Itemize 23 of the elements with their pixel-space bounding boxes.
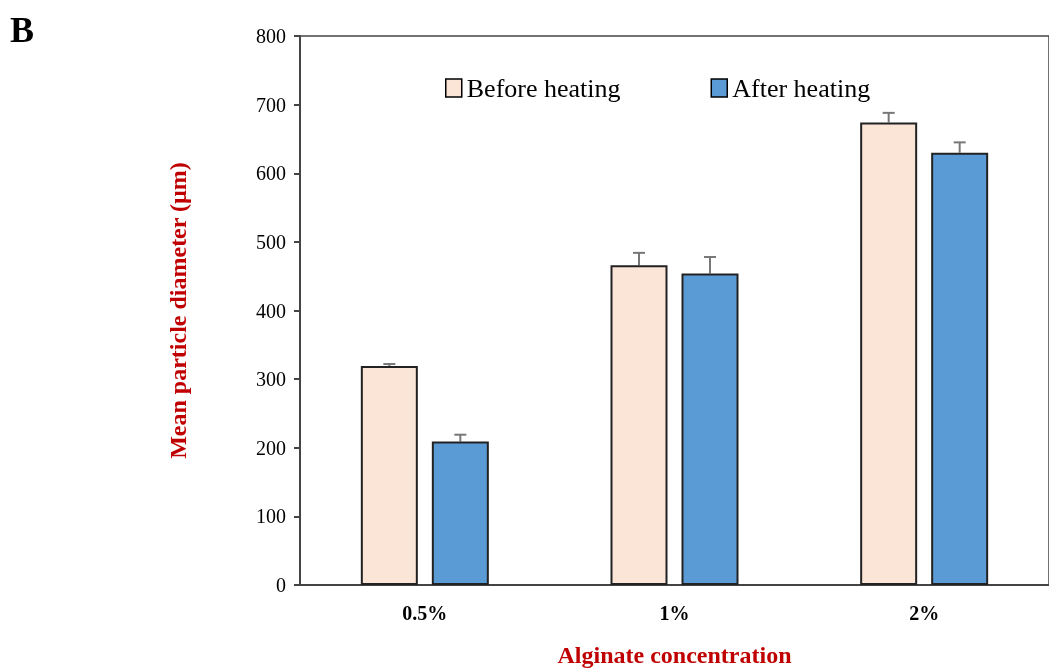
- bar: [931, 152, 989, 585]
- legend-label: After heating: [732, 73, 871, 103]
- x-tick-label: 2%: [909, 602, 940, 624]
- y-tick-label: 200: [256, 436, 286, 459]
- y-tick-label: 400: [256, 299, 286, 322]
- y-axis-title: Mean particle diameter (µm): [165, 162, 191, 459]
- x-tick-label: 1%: [659, 602, 690, 624]
- y-tick-label: 0: [276, 574, 286, 596]
- bar: [431, 441, 489, 585]
- x-tick-label: 0.5%: [402, 602, 448, 624]
- bar: [860, 122, 918, 585]
- x-axis-title: Alginate concentration: [557, 642, 792, 668]
- bar: [610, 265, 668, 585]
- bar: [681, 273, 739, 585]
- y-tick-label: 600: [256, 162, 286, 185]
- text: B: [10, 10, 35, 50]
- y-tick-label: 700: [256, 93, 286, 116]
- y-tick-label: 500: [256, 230, 286, 253]
- y-tick-label: 100: [256, 505, 286, 528]
- y-tick-label: 300: [256, 368, 286, 391]
- legend-label: Before heating: [466, 73, 621, 103]
- y-tick-label: 800: [256, 25, 286, 47]
- bar: [360, 366, 418, 585]
